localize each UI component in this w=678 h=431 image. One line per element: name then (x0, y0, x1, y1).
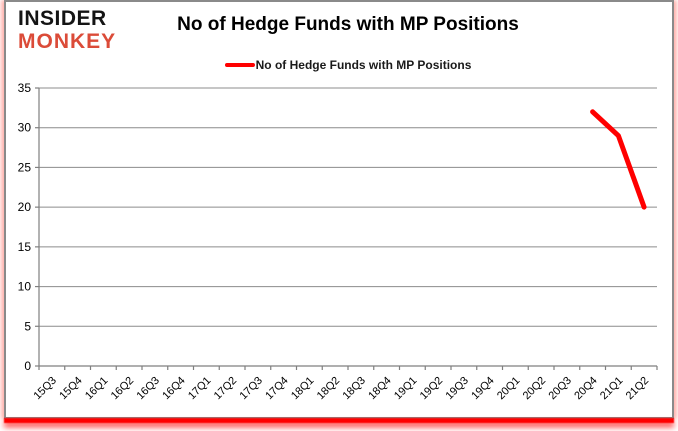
x-tick-label: 18Q4 (366, 375, 394, 403)
x-tick-label: 17Q2 (212, 375, 240, 403)
x-tick-label: 21Q2 (624, 375, 652, 403)
x-tick-label: 19Q1 (392, 375, 420, 403)
x-tick-label: 19Q4 (469, 375, 497, 403)
x-tick-label: 17Q3 (237, 375, 265, 403)
x-tick-label: 17Q1 (186, 375, 214, 403)
x-tick-label: 19Q3 (443, 375, 471, 403)
x-tick-label: 16Q3 (134, 375, 162, 403)
x-tick-label: 15Q3 (31, 375, 59, 403)
x-tick-label: 19Q2 (418, 375, 446, 403)
x-tick-label: 17Q4 (263, 375, 291, 403)
x-tick-label: 18Q1 (289, 375, 317, 403)
y-tick-label: 25 (18, 160, 32, 174)
red-bottom-border (4, 418, 674, 423)
y-tick-label: 30 (18, 121, 32, 135)
x-tick-label: 20Q4 (572, 375, 600, 403)
logo-text-insider: INSIDER (18, 7, 107, 30)
line-chart-plot-area: 0510152025303515Q315Q416Q116Q216Q316Q417… (18, 81, 658, 403)
y-tick-label: 10 (18, 280, 32, 294)
x-tick-label: 20Q2 (521, 375, 549, 403)
y-tick-label: 20 (18, 200, 32, 214)
x-tick-label: 15Q4 (57, 375, 85, 403)
x-tick-label: 16Q1 (83, 375, 111, 403)
insider-monkey-logo: INSIDER MONKEY (18, 8, 116, 52)
x-tick-label: 18Q2 (315, 375, 343, 403)
y-tick-label: 0 (24, 359, 31, 373)
x-tick-label: 20Q3 (546, 375, 574, 403)
y-tick-label: 15 (18, 240, 32, 254)
series-line (590, 109, 647, 210)
x-tick-label: 21Q1 (598, 375, 626, 403)
x-tick-label: 16Q4 (160, 375, 188, 403)
y-tick-label: 5 (24, 319, 31, 333)
x-tick-label: 16Q2 (109, 375, 137, 403)
x-tick-label: 18Q3 (340, 375, 368, 403)
legend-label: No of Hedge Funds with MP Positions (255, 58, 472, 72)
x-tick-label: 20Q1 (495, 375, 523, 403)
legend: No of Hedge Funds with MP Positions (39, 58, 657, 72)
chart-card: INSIDER MONKEY No of Hedge Funds with MP… (4, 0, 674, 419)
y-tick-label: 35 (18, 81, 32, 95)
chart-title: No of Hedge Funds with MP Positions (177, 14, 519, 35)
logo-text-monkey: MONKEY (18, 30, 117, 53)
legend-line-swatch (224, 63, 255, 67)
